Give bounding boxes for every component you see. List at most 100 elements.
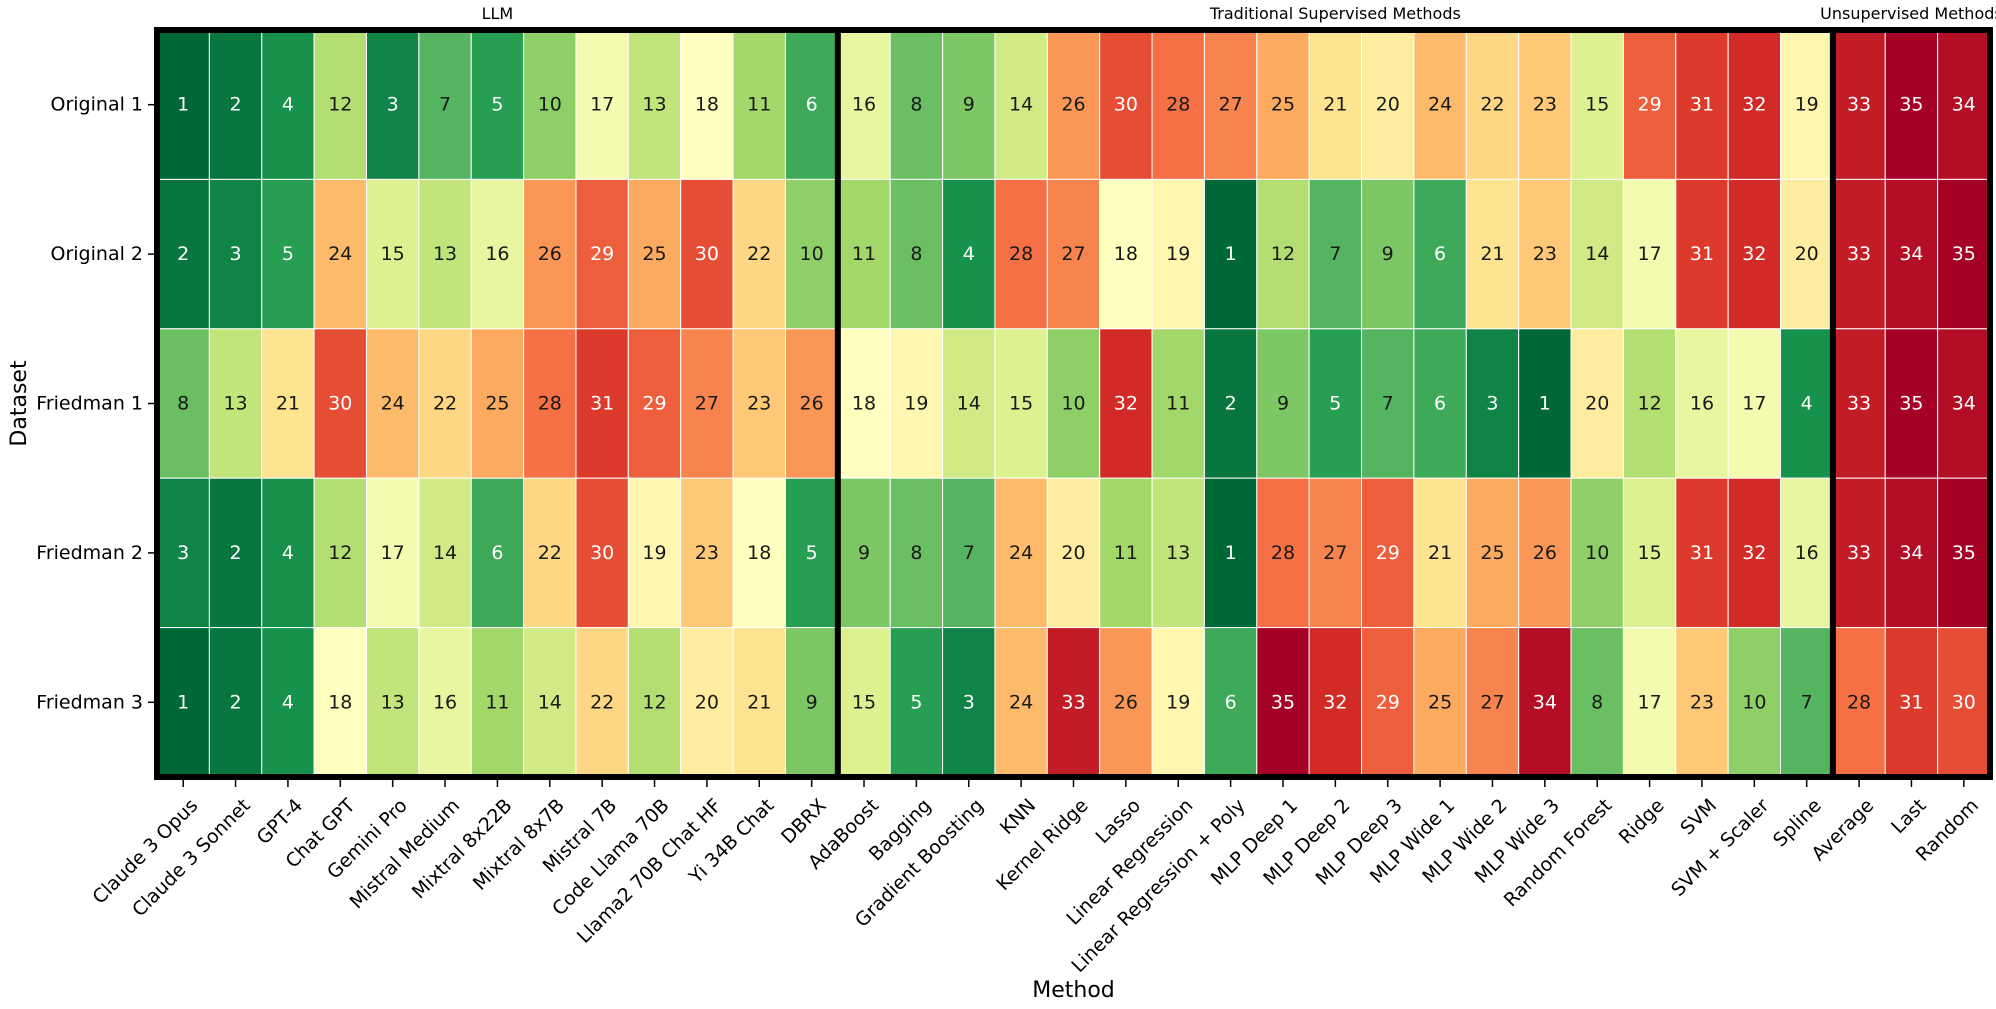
group-label: LLM — [482, 4, 514, 23]
heatmap-cell — [313, 328, 367, 479]
heatmap-cell — [1727, 178, 1782, 330]
cell-value-label: 27 — [1480, 691, 1504, 713]
heatmap-cell — [889, 328, 944, 479]
cell-value-label: 14 — [957, 393, 981, 415]
heatmap-cell — [732, 29, 786, 180]
cell-value-label: 14 — [538, 691, 562, 713]
cell-value-label: 2 — [230, 691, 242, 713]
heatmap-cell — [1937, 178, 1991, 330]
cell-value-label: 16 — [485, 243, 509, 265]
heatmap-cell — [1884, 178, 1939, 330]
cell-value-label: 3 — [177, 542, 189, 564]
heatmap-cell — [1937, 29, 1991, 180]
cell-value-label: 30 — [328, 393, 352, 415]
cell-value-label: 11 — [1166, 393, 1190, 415]
heatmap-cell — [1570, 627, 1624, 778]
cell-value-label: 34 — [1899, 542, 1923, 564]
heatmap-cell — [1046, 627, 1101, 778]
heatmap-cell — [994, 29, 1048, 180]
cell-value-label: 13 — [1166, 542, 1190, 564]
heatmap-cell — [1203, 328, 1258, 479]
cell-value-label: 13 — [223, 393, 247, 415]
cell-value-label: 10 — [1742, 691, 1766, 713]
cell-value-label: 5 — [491, 94, 503, 116]
cell-value-label: 6 — [1434, 393, 1446, 415]
cell-value-label: 22 — [590, 691, 614, 713]
cell-value-label: 25 — [1480, 542, 1504, 564]
heatmap-cell — [837, 477, 891, 629]
heatmap-cell — [1937, 328, 1991, 479]
heatmap-cell — [1308, 627, 1363, 778]
cell-value-label: 20 — [1585, 393, 1609, 415]
cell-value-label: 26 — [1061, 94, 1085, 116]
cell-value-label: 2 — [1225, 393, 1237, 415]
heatmap-cell — [732, 328, 786, 479]
heatmap-cell — [208, 477, 263, 629]
heatmap-cell — [1465, 627, 1520, 778]
heatmap-cell — [1413, 328, 1467, 479]
cell-value-label: 35 — [1899, 393, 1923, 415]
heatmap-cell — [523, 328, 577, 479]
heatmap-cell — [261, 178, 315, 330]
cell-value-label: 13 — [642, 94, 666, 116]
heatmap-cell — [627, 29, 682, 180]
heatmap-cell — [1046, 178, 1101, 330]
y-tick-label: Friedman 2 — [36, 542, 143, 564]
group-label: Traditional Supervised Methods — [1209, 4, 1461, 23]
heatmap-cell — [1203, 627, 1258, 778]
heatmap-cell — [1361, 328, 1415, 479]
cell-value-label: 30 — [695, 243, 719, 265]
cell-value-label: 20 — [1795, 243, 1819, 265]
cell-value-label: 31 — [1690, 542, 1714, 564]
heatmap-cell — [261, 477, 315, 629]
heatmap-cell — [208, 178, 263, 330]
cell-value-label: 20 — [1376, 94, 1400, 116]
cell-value-label: 30 — [590, 542, 614, 564]
y-axis-label: Dataset — [7, 360, 32, 447]
cell-value-label: 9 — [963, 94, 975, 116]
x-tick-label: Last — [1887, 795, 1931, 839]
heatmap-cell — [1203, 178, 1258, 330]
cell-value-label: 7 — [439, 94, 451, 116]
cell-value-label: 35 — [1899, 94, 1923, 116]
cell-value-label: 6 — [806, 94, 818, 116]
heatmap-cell — [1361, 627, 1415, 778]
cell-value-label: 32 — [1323, 691, 1347, 713]
y-tick-label: Friedman 3 — [36, 691, 143, 713]
heatmap-cell — [1465, 477, 1520, 629]
cell-value-label: 23 — [1690, 691, 1714, 713]
cell-value-label: 22 — [538, 542, 562, 564]
cell-value-label: 15 — [381, 243, 405, 265]
cell-value-label: 9 — [858, 542, 870, 564]
heatmap-cell — [1203, 477, 1258, 629]
cell-value-label: 13 — [433, 243, 457, 265]
heatmap-cell — [1413, 477, 1467, 629]
cell-value-label: 2 — [230, 542, 242, 564]
heatmap-cell — [1465, 328, 1520, 479]
cell-value-label: 17 — [590, 94, 614, 116]
cell-value-label: 32 — [1742, 243, 1766, 265]
cell-value-label: 21 — [1428, 542, 1452, 564]
heatmap-cell — [523, 29, 577, 180]
cell-value-label: 21 — [276, 393, 300, 415]
cell-value-label: 25 — [485, 393, 509, 415]
cell-value-label: 22 — [433, 393, 457, 415]
heatmap-cell — [1780, 627, 1834, 778]
cell-value-label: 30 — [1952, 691, 1976, 713]
cell-value-label: 12 — [328, 542, 352, 564]
heatmap-cell — [1099, 328, 1153, 479]
cell-value-label: 3 — [387, 94, 399, 116]
cell-value-label: 8 — [910, 94, 922, 116]
cell-value-label: 28 — [1847, 691, 1871, 713]
cell-value-label: 1 — [1225, 542, 1237, 564]
cell-value-label: 11 — [852, 243, 876, 265]
cell-value-label: 6 — [1434, 243, 1446, 265]
cell-value-label: 4 — [282, 542, 294, 564]
cell-value-label: 2 — [177, 243, 189, 265]
cell-value-label: 35 — [1952, 243, 1976, 265]
cell-value-label: 4 — [1801, 393, 1813, 415]
heatmap-cell — [313, 29, 367, 180]
cell-value-label: 5 — [910, 691, 922, 713]
cell-value-label: 6 — [491, 542, 503, 564]
